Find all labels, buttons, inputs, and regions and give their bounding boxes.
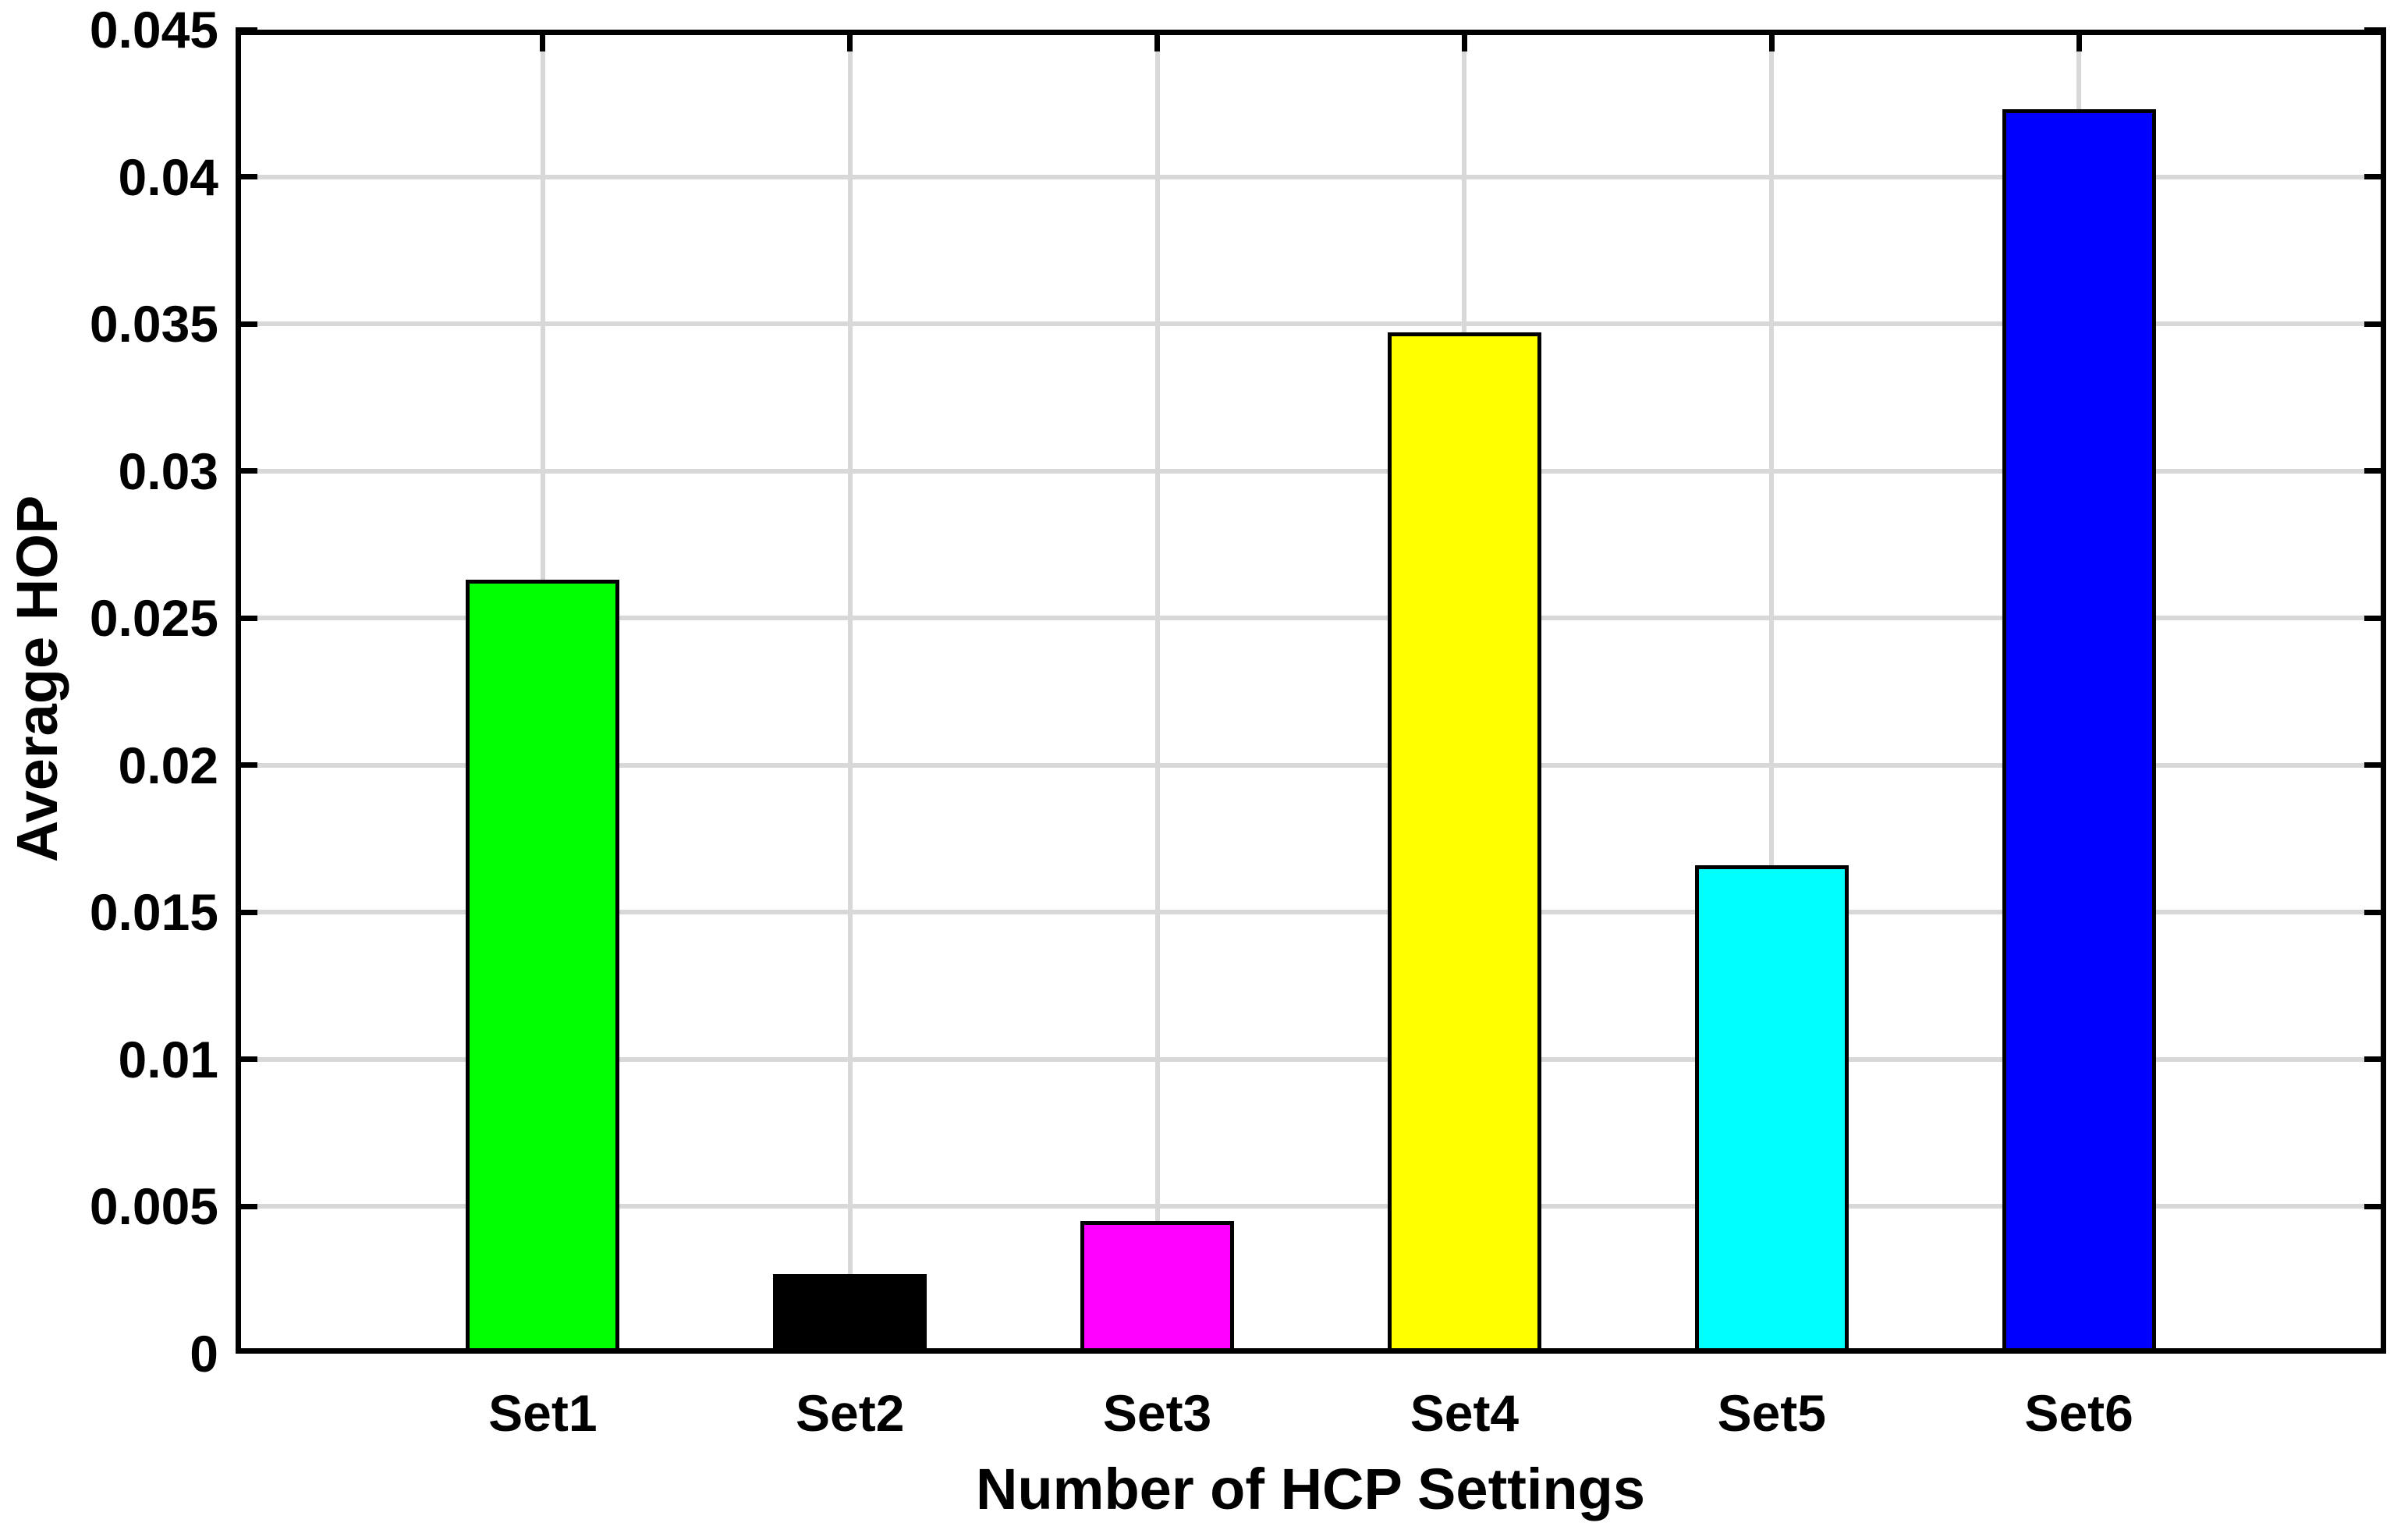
x-tick-top [847, 30, 853, 51]
axis-top [236, 30, 2386, 35]
horizontal-gridline [236, 910, 2386, 915]
vertical-gridline [1154, 30, 1160, 1354]
y-tick-left [236, 1056, 257, 1063]
bar-set1 [466, 580, 620, 1354]
horizontal-gridline [236, 762, 2386, 768]
y-tick-right [2364, 615, 2386, 621]
x-tick-top [1768, 30, 1775, 51]
horizontal-gridline [236, 616, 2386, 621]
x-axis-title: Number of HCP Settings [976, 1457, 1645, 1521]
y-tick-right [2364, 321, 2386, 327]
y-tick-left [236, 1203, 257, 1209]
bar-set3 [1080, 1221, 1235, 1354]
y-tick-right [2364, 468, 2386, 474]
y-axis-title: Average HOP [5, 495, 69, 863]
bar-set2 [773, 1274, 927, 1354]
y-tick-right [2364, 174, 2386, 180]
x-tick-label: Set4 [1410, 1384, 1520, 1442]
x-tick-label: Set1 [488, 1384, 598, 1442]
y-tick-left [236, 909, 257, 915]
x-tick-label: Set5 [1717, 1384, 1826, 1442]
horizontal-gridline [236, 1056, 2386, 1062]
y-tick-left [236, 615, 257, 621]
y-tick-label: 0.025 [89, 589, 218, 648]
axis-left [236, 30, 241, 1354]
axis-bottom [236, 1348, 2386, 1354]
horizontal-gridline [236, 174, 2386, 179]
x-tick-label: Set3 [1102, 1384, 1212, 1442]
y-tick-right [2364, 27, 2386, 33]
horizontal-gridline [236, 321, 2386, 327]
y-tick-label: 0.01 [118, 1030, 218, 1088]
y-tick-label: 0.045 [89, 1, 218, 59]
x-tick-label: Set6 [2024, 1384, 2133, 1442]
horizontal-gridline [236, 468, 2386, 474]
y-tick-left [236, 762, 257, 769]
y-tick-label: 0.02 [118, 736, 218, 794]
y-tick-label: 0.015 [89, 883, 218, 942]
y-tick-left [236, 468, 257, 474]
y-tick-label: 0 [190, 1325, 218, 1383]
x-tick-top [2076, 30, 2082, 51]
y-tick-label: 0.03 [118, 442, 218, 500]
y-tick-label: 0.035 [89, 295, 218, 353]
y-tick-left [236, 321, 257, 327]
y-tick-right [2364, 762, 2386, 769]
bar-set6 [2002, 109, 2156, 1354]
horizontal-gridline [236, 1204, 2386, 1209]
y-tick-left [236, 27, 257, 33]
x-tick-top [540, 30, 546, 51]
plot-area [236, 27, 2386, 1354]
y-tick-label: 0.04 [118, 147, 218, 206]
y-tick-label: 0.005 [89, 1177, 218, 1236]
x-tick-top [1461, 30, 1467, 51]
y-tick-left [236, 174, 257, 180]
bar-set5 [1694, 865, 1849, 1354]
bar-set4 [1387, 332, 1541, 1354]
vertical-gridline [847, 30, 853, 1354]
y-tick-right [2364, 1056, 2386, 1063]
axis-right [2381, 30, 2386, 1354]
vertical-gridline [1769, 30, 1775, 1354]
y-tick-right [2364, 1203, 2386, 1209]
x-tick-top [1154, 30, 1161, 51]
y-tick-right [2364, 909, 2386, 915]
x-tick-label: Set2 [795, 1384, 905, 1442]
